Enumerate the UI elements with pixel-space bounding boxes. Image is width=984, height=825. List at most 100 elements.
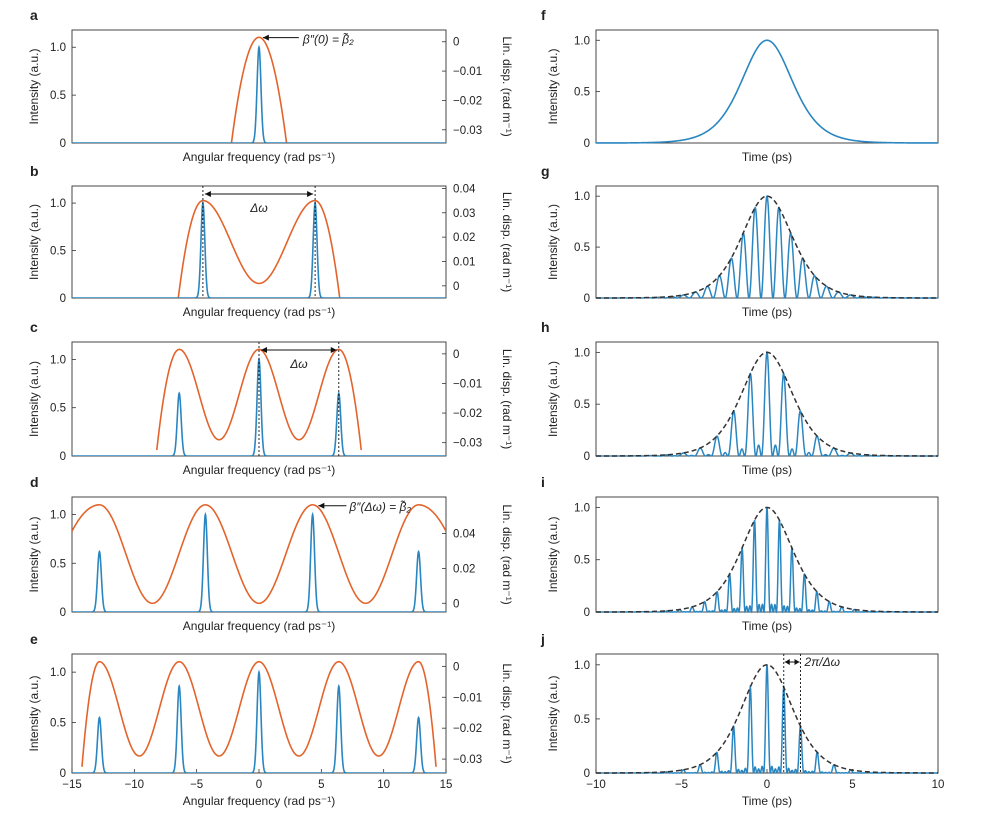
panel-c: c 0 0.5 1.0 0 −0.01 −0.02 −0.03 Angular frequenc… — [27, 319, 514, 477]
plot-frame — [71, 29, 447, 144]
y-axis-label-left: Intensity (a.u.) — [27, 48, 41, 124]
panel-label: g — [541, 163, 550, 179]
ytick-label: 0.5 — [574, 555, 590, 567]
ytick-right-label: 0 — [453, 281, 459, 293]
ytick-label: 0.5 — [574, 242, 590, 254]
xtick-label: −10 — [125, 779, 145, 791]
annotation-beta2: β″(0) = β̃₂ — [302, 32, 354, 47]
xtick-label: 10 — [932, 779, 945, 791]
ytick-left-label: 0.5 — [50, 558, 66, 570]
ytick-right-label: 0 — [453, 37, 459, 49]
arrowhead-right — [307, 191, 314, 197]
plot-frame — [595, 185, 939, 299]
plot-frame — [595, 341, 939, 457]
ytick-label: 0.5 — [574, 87, 590, 99]
x-axis-label: Angular frequency (rad ps⁻¹) — [183, 305, 335, 319]
intensity-series — [72, 44, 446, 143]
y-axis-label-left: Intensity (a.u.) — [27, 516, 41, 592]
plot-frame — [595, 496, 939, 613]
ytick-label: 0.5 — [574, 714, 590, 726]
ytick-right-label: 0 — [453, 661, 459, 673]
y-axis-label: Intensity (a.u.) — [546, 675, 560, 751]
ytick-left-label: 0.5 — [50, 246, 66, 258]
y-axis-label: Intensity (a.u.) — [546, 48, 560, 124]
arrowhead-right — [794, 659, 800, 665]
x-axis-label: Time (ps) — [742, 305, 792, 319]
x-axis-label: Time (ps) — [742, 794, 792, 808]
ytick-right-label: −0.01 — [453, 378, 482, 390]
panel-label: c — [30, 319, 38, 335]
panel-label: j — [540, 631, 545, 647]
arrowhead-left — [204, 191, 211, 197]
ytick-left-label: 0.5 — [50, 403, 66, 415]
panel-label: b — [30, 163, 39, 179]
xtick-label: 0 — [256, 779, 262, 791]
ytick-right-label: 0.04 — [453, 529, 476, 541]
x-axis-label: Angular frequency (rad ps⁻¹) — [183, 794, 335, 808]
ytick-left-label: 0 — [60, 138, 66, 150]
ytick-right-label: 0 — [453, 598, 459, 610]
ytick-left-label: 0 — [60, 607, 66, 619]
panel-label: e — [30, 631, 38, 647]
panel-label: d — [30, 474, 39, 490]
y-axis-label-right: Lin. disp. (rad m⁻¹) — [500, 36, 514, 136]
arrowhead-left — [784, 659, 790, 665]
xtick-label: 10 — [377, 779, 390, 791]
y-axis-label-left: Intensity (a.u.) — [27, 204, 41, 280]
intensity-series — [72, 511, 446, 612]
panel-e: e 0 0.5 1.0 0 −0.01 −0.02 −0.03 −15 −10 −5 0 5 10 15 An… — [27, 631, 514, 808]
xtick-label: 15 — [440, 779, 453, 791]
panel-label: i — [541, 474, 545, 490]
y-axis-label: Intensity (a.u.) — [546, 204, 560, 280]
y-axis-label-left: Intensity (a.u.) — [27, 675, 41, 751]
plot-frame — [595, 29, 939, 144]
ytick-right-label: 0 — [453, 349, 459, 361]
y-axis-label-right: Lin. disp. (rad m⁻¹) — [500, 349, 514, 449]
plot-frame — [71, 496, 447, 613]
y-axis-label-right: Lin. disp. (rad m⁻¹) — [500, 192, 514, 292]
ytick-label: 0 — [584, 607, 590, 619]
envelope-series — [596, 351, 938, 457]
panel-d: d 0 0.5 1.0 0 0.02 0.04 Angular frequency (rad … — [27, 474, 514, 633]
arrowhead-right — [330, 347, 337, 353]
ytick-right-label: −0.03 — [453, 438, 482, 450]
ytick-left-label: 0 — [60, 768, 66, 780]
panel-j: j 0 0.5 1.0 −10 −5 0 5 10 Time (ps) Intensity (a.u… — [540, 631, 944, 808]
ytick-right-label: 0.04 — [453, 183, 476, 195]
x-axis-label: Time (ps) — [742, 463, 792, 477]
panel-label: h — [541, 319, 550, 335]
envelope-series — [596, 506, 938, 613]
panel-label: f — [541, 7, 546, 23]
x-axis-label: Angular frequency (rad ps⁻¹) — [183, 463, 335, 477]
ytick-right-label: −0.02 — [453, 408, 482, 420]
xtick-label: 5 — [318, 779, 324, 791]
panel-g: g 0 0.5 1.0 Time (ps) Intensity (a.u.) — [541, 163, 939, 319]
dispersion-series — [177, 199, 341, 298]
ytick-left-label: 0 — [60, 293, 66, 305]
annotation-delta-omega: Δω — [289, 357, 307, 371]
ytick-right-label: −0.01 — [453, 66, 482, 78]
y-axis-label: Intensity (a.u.) — [546, 361, 560, 437]
y-axis-label: Intensity (a.u.) — [546, 516, 560, 592]
panel-h: h 0 0.5 1.0 Time (ps) Intensity (a.u.) — [541, 319, 939, 477]
intensity-series — [72, 669, 446, 773]
x-axis-label: Time (ps) — [742, 619, 792, 633]
xtick-label: −10 — [586, 779, 606, 791]
dispersion-series — [155, 348, 363, 451]
annotation-beta2-delta: β″(Δω) = β̃₂ — [348, 499, 411, 514]
ytick-left-label: 0.5 — [50, 90, 66, 102]
ytick-right-label: 0.02 — [453, 232, 475, 244]
ytick-right-label: 0.01 — [453, 256, 475, 268]
xtick-label: 5 — [849, 779, 855, 791]
ytick-right-label: −0.03 — [453, 125, 482, 137]
arrowhead-left — [261, 347, 267, 353]
ytick-label: 0.5 — [574, 399, 590, 411]
intensity-series — [596, 350, 938, 457]
annotation-arrowhead — [262, 34, 269, 41]
panel-label: a — [30, 7, 38, 23]
dispersion-series — [230, 36, 288, 143]
xtick-label: 0 — [764, 779, 770, 791]
x-axis-label: Time (ps) — [742, 150, 792, 164]
ytick-left-label: 1.0 — [50, 667, 66, 679]
